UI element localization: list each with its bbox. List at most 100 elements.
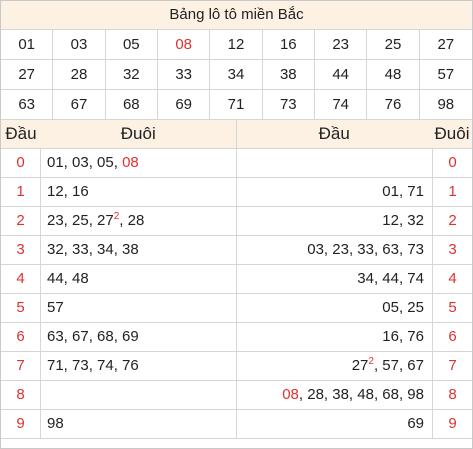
value-text: 03, 23, 33, 63, 73	[307, 241, 424, 258]
duoi-values: 32, 33, 34, 38	[41, 236, 236, 265]
number-grid: 01 03 05 08 12 16 23 25 27 27 28 32 33 34 38 44 48 57 63 67…	[1, 30, 472, 120]
value-text: 71, 73, 74, 76	[47, 357, 139, 374]
value-text: 05, 25	[382, 299, 424, 316]
repeat-count: 2	[113, 211, 120, 222]
duoi-values	[41, 381, 236, 410]
duoi-digit: 3	[432, 236, 472, 265]
duoi-digit: 4	[432, 265, 472, 294]
duoi-digit: 5	[432, 294, 472, 323]
loto-number: 63	[1, 90, 54, 120]
loto-number: 76	[367, 90, 420, 120]
value-text: 23, 25, 27	[47, 212, 114, 229]
loto-number: 34	[210, 60, 263, 90]
dau-digit: 6	[1, 323, 41, 352]
duoi-dau-table: Đầu Đuôi 0 01, 71 1 12, 32 2 03, 23, 33, 63, …	[236, 120, 472, 439]
loto-number: 12	[210, 30, 263, 60]
loto-number: 69	[157, 90, 211, 120]
duoi-digit: 8	[432, 381, 472, 410]
dau-values: 272, 57, 67	[236, 352, 432, 381]
value-text: 12, 16	[47, 183, 89, 200]
loto-number: 32	[105, 60, 158, 90]
dau-values: 08, 28, 38, 48, 68, 98	[236, 381, 432, 410]
duoi-digit: 6	[432, 323, 472, 352]
duoi-digit: 2	[432, 207, 472, 236]
dau-values	[236, 149, 432, 178]
loto-number: 16	[262, 30, 315, 60]
duoi-values: 23, 25, 272, 28	[41, 207, 236, 236]
dau-values: 03, 23, 33, 63, 73	[236, 236, 432, 265]
duoi-digit: 7	[432, 352, 472, 381]
dau-digit: 5	[1, 294, 41, 323]
header-duoi: Đuôi	[41, 120, 236, 149]
dau-values: 34, 44, 74	[236, 265, 432, 294]
value-text: 01, 71	[382, 183, 424, 200]
dau-values: 05, 25	[236, 294, 432, 323]
loto-number: 74	[314, 90, 368, 120]
value-text: 16, 76	[382, 328, 424, 345]
dau-values: 01, 71	[236, 178, 432, 207]
value-text: 44, 48	[47, 270, 89, 287]
value-text: , 28	[119, 212, 145, 229]
header-dau: Đầu	[1, 120, 41, 149]
duoi-digit: 1	[432, 178, 472, 207]
value-text: 63, 67, 68, 69	[47, 328, 139, 345]
loto-number: 68	[105, 90, 158, 120]
duoi-values: 63, 67, 68, 69	[41, 323, 236, 352]
loto-number: 25	[367, 30, 420, 60]
header-duoi-right: Đuôi	[432, 120, 472, 149]
value-text: 12, 32	[382, 212, 424, 229]
loto-number: 08	[157, 30, 211, 60]
value-text: , 28, 38, 48, 68, 98	[298, 386, 424, 403]
value-text: 01, 03, 05,	[47, 154, 123, 171]
dau-values: 69	[236, 410, 432, 439]
duoi-digit: 9	[432, 410, 472, 439]
loto-number: 48	[367, 60, 420, 90]
loto-number: 33	[157, 60, 211, 90]
dau-values: 16, 76	[236, 323, 432, 352]
value-text: 57	[47, 299, 64, 316]
duoi-values: 44, 48	[41, 265, 236, 294]
value-text: 32, 33, 34, 38	[47, 241, 139, 258]
repeat-count: 2	[368, 356, 374, 367]
loto-number: 23	[314, 30, 368, 60]
dau-duoi-table: Đầu Đuôi 0 01, 03, 05, 08 1 12, 16 2 23, 25, …	[1, 120, 237, 439]
loto-number: 01	[1, 30, 54, 60]
loto-number: 05	[105, 30, 158, 60]
value-text: , 57, 67	[373, 357, 424, 374]
duoi-digit: 0	[432, 149, 472, 178]
loto-number: 03	[53, 30, 106, 60]
loto-number: 44	[314, 60, 368, 90]
dau-digit: 1	[1, 178, 41, 207]
board-title: Bảng lô tô miền Bắc	[1, 1, 472, 30]
value-text: 27	[351, 357, 369, 374]
dau-digit: 4	[1, 265, 41, 294]
dau-digit: 3	[1, 236, 41, 265]
dau-digit: 7	[1, 352, 41, 381]
dau-digit: 0	[1, 149, 41, 178]
value-text: 98	[47, 415, 64, 432]
loto-number: 27	[419, 30, 472, 60]
loto-number: 73	[262, 90, 315, 120]
dau-digit: 2	[1, 207, 41, 236]
dau-digit: 9	[1, 410, 41, 439]
loto-number: 71	[210, 90, 263, 120]
dau-values: 12, 32	[236, 207, 432, 236]
value-text: 08	[282, 386, 299, 403]
loto-number: 57	[419, 60, 472, 90]
header-dau-right: Đầu	[236, 120, 432, 149]
dau-digit: 8	[1, 381, 41, 410]
loto-number: 27	[1, 60, 54, 90]
duoi-values: 01, 03, 05, 08	[41, 149, 236, 178]
loto-number: 38	[262, 60, 315, 90]
duoi-values: 98	[41, 410, 236, 439]
loto-number: 67	[53, 90, 106, 120]
duoi-values: 12, 16	[41, 178, 236, 207]
value-text: 34, 44, 74	[357, 270, 424, 287]
value-text: 69	[407, 415, 424, 432]
loto-number: 28	[53, 60, 106, 90]
duoi-values: 57	[41, 294, 236, 323]
value-text: 08	[122, 154, 139, 171]
duoi-values: 71, 73, 74, 76	[41, 352, 236, 381]
loto-number: 98	[419, 90, 472, 120]
